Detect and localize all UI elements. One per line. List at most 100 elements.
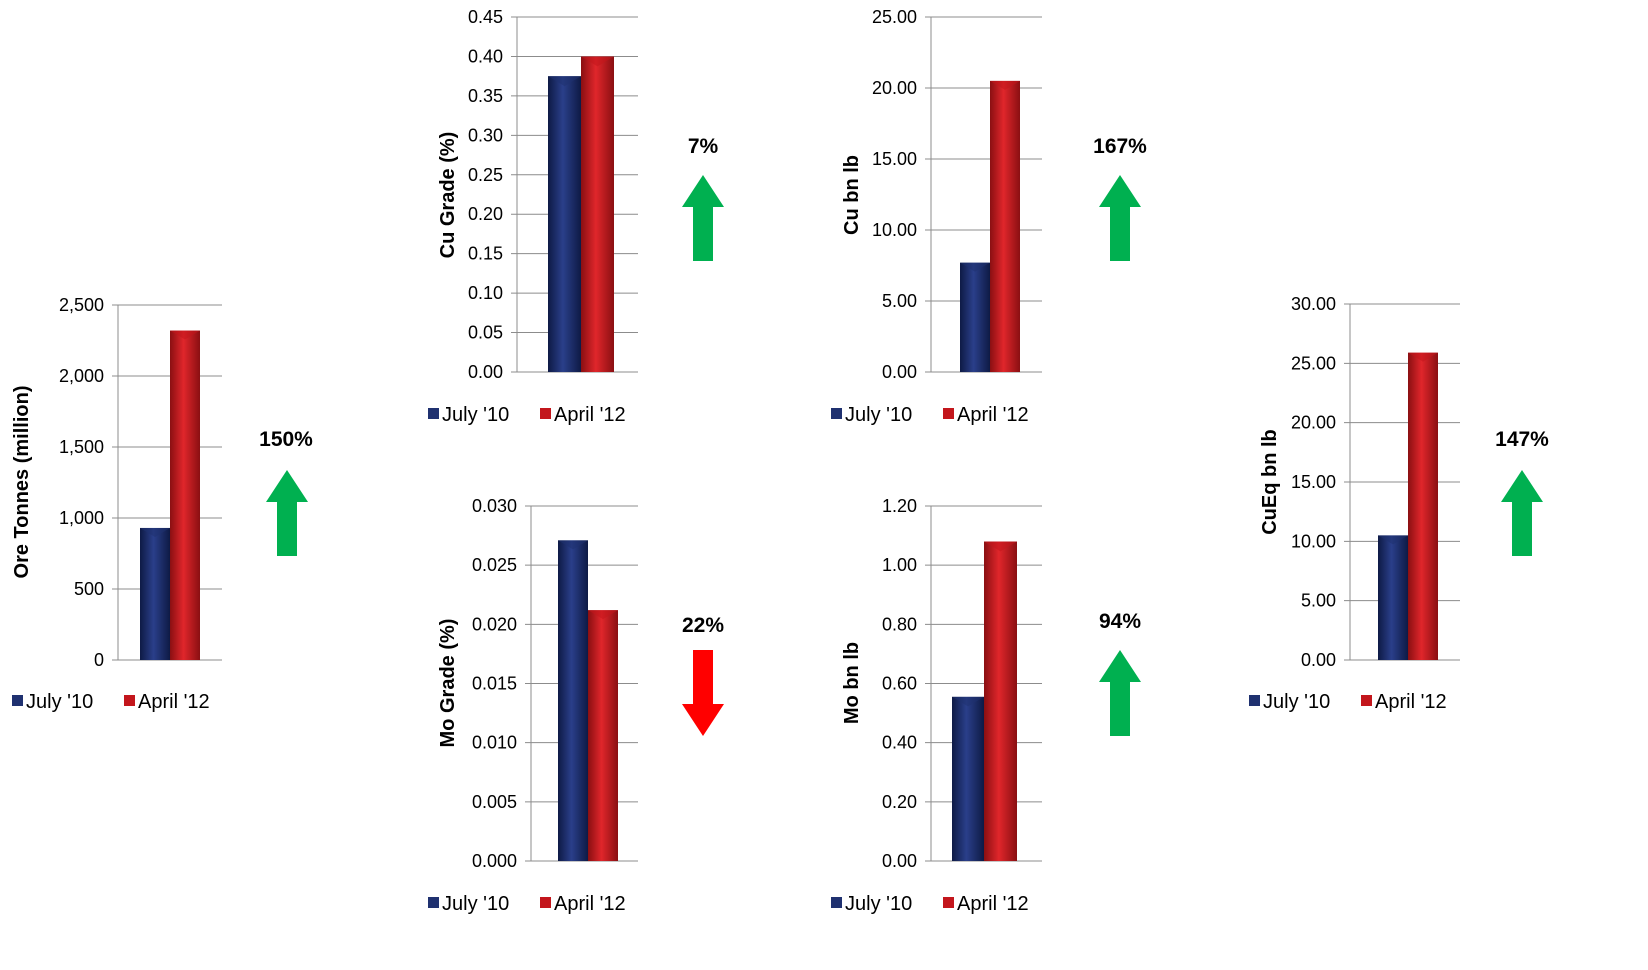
y-tick-label: 15.00 <box>872 149 917 169</box>
legend-swatch-april <box>943 897 954 908</box>
y-tick-label: 0.000 <box>472 851 517 871</box>
y-axis-label: Cu bn lb <box>841 155 863 235</box>
legend-label-april: April '12 <box>957 404 1029 426</box>
bar-top-bevel <box>170 330 200 340</box>
change-label: 22% <box>682 614 724 637</box>
change-label: 167% <box>1093 135 1147 158</box>
y-tick-label: 0.020 <box>472 614 517 634</box>
y-tick-label: 1.20 <box>882 496 917 516</box>
legend-swatch-april <box>540 897 551 908</box>
y-tick-label: 0.80 <box>882 614 917 634</box>
bar-top-bevel <box>581 56 614 67</box>
change-label: 150% <box>259 428 313 451</box>
legend-label-july: July '10 <box>845 404 912 426</box>
change-label: 94% <box>1099 610 1141 633</box>
legend-label-july: July '10 <box>845 893 912 915</box>
y-tick-label: 0.010 <box>472 733 517 753</box>
y-tick-label: 0.005 <box>472 792 517 812</box>
up-arrow-icon <box>1099 175 1141 261</box>
y-tick-label: 5.00 <box>882 291 917 311</box>
legend-swatch-july <box>428 897 439 908</box>
legend-label-april: April '12 <box>554 893 626 915</box>
legend-swatch-april <box>124 695 135 706</box>
y-tick-label: 2,000 <box>59 366 104 386</box>
legend-swatch-july <box>12 695 23 706</box>
y-tick-label: 0.030 <box>472 496 517 516</box>
change-label: 147% <box>1495 428 1549 451</box>
legend-label-april: April '12 <box>1375 691 1447 713</box>
y-axis-label: Ore Tonnes (million) <box>11 386 33 579</box>
y-tick-label: 15.00 <box>1291 472 1336 492</box>
y-tick-label: 0.10 <box>468 283 503 303</box>
bar-april-12 <box>984 541 1017 861</box>
y-tick-label: 0.00 <box>882 362 917 382</box>
y-tick-label: 0.00 <box>468 362 503 382</box>
y-tick-label: 0.60 <box>882 674 917 694</box>
y-tick-label: 0.35 <box>468 86 503 106</box>
bar-july-10 <box>960 262 990 372</box>
up-arrow-icon <box>682 175 724 261</box>
y-tick-label: 2,500 <box>59 295 104 315</box>
y-tick-label: 5.00 <box>1301 591 1336 611</box>
y-tick-label: 1,500 <box>59 437 104 457</box>
bar-july-10 <box>1378 535 1408 660</box>
bar-april-12 <box>581 56 614 372</box>
bar-top-bevel <box>1378 535 1408 545</box>
legend-label-april: April '12 <box>957 893 1029 915</box>
change-label: 7% <box>688 135 719 158</box>
bar-top-bevel <box>990 80 1020 90</box>
bar-april-12 <box>1408 352 1438 660</box>
bar-july-10 <box>952 696 984 861</box>
legend-label-july: July '10 <box>442 404 509 426</box>
y-axis-label: Mo bn lb <box>841 642 863 724</box>
chart-cubn: 0.00 5.00 10.00 15.00 20.00 25.00 Cu bn lb July… <box>831 7 1147 426</box>
bar-april-12 <box>588 610 618 861</box>
y-tick-label: 0.00 <box>1301 650 1336 670</box>
legend-label-july: July '10 <box>26 691 93 713</box>
y-tick-label: 10.00 <box>872 220 917 240</box>
up-arrow-icon <box>1501 470 1543 556</box>
bar-top-bevel <box>952 696 984 707</box>
y-tick-label: 30.00 <box>1291 294 1336 314</box>
bar-july-10 <box>548 76 581 373</box>
bar-top-bevel <box>140 527 170 537</box>
y-tick-label: 1,000 <box>59 508 104 528</box>
legend-swatch-april <box>1361 695 1372 706</box>
y-tick-label: 20.00 <box>872 78 917 98</box>
y-tick-label: 0.40 <box>882 733 917 753</box>
chart-mobn: 0.00 0.20 0.40 0.60 0.80 1.00 1.20 Mo bn lb July… <box>831 496 1141 915</box>
bar-july-10 <box>558 540 588 861</box>
bar-top-bevel <box>558 540 588 550</box>
legend-swatch-july <box>428 408 439 419</box>
y-tick-label: 25.00 <box>872 7 917 27</box>
bar-april-12 <box>990 80 1020 373</box>
legend-swatch-april <box>943 408 954 419</box>
bar-top-bevel <box>588 610 618 620</box>
y-tick-label: 1.00 <box>882 555 917 575</box>
chart-cueq: 0.00 5.00 10.00 15.00 20.00 25.00 30.00 CuEq bn… <box>1249 294 1549 713</box>
legend-swatch-july <box>1249 695 1260 706</box>
y-tick-label: 0.20 <box>882 792 917 812</box>
y-tick-label: 0.45 <box>468 7 503 27</box>
down-arrow-icon <box>682 650 724 736</box>
bar-top-bevel <box>960 262 990 272</box>
bar-april-12 <box>170 330 200 660</box>
y-tick-label: 0.025 <box>472 555 517 575</box>
y-tick-label: 0.05 <box>468 323 503 343</box>
y-tick-label: 0.25 <box>468 165 503 185</box>
y-tick-label: 20.00 <box>1291 413 1336 433</box>
up-arrow-icon <box>266 470 308 556</box>
legend-label-april: April '12 <box>554 404 626 426</box>
y-tick-label: 0.20 <box>468 204 503 224</box>
legend-swatch-july <box>831 897 842 908</box>
y-tick-label: 0.15 <box>468 244 503 264</box>
y-tick-label: 0 <box>94 650 104 670</box>
legend-label-july: July '10 <box>1263 691 1330 713</box>
y-tick-label: 0.015 <box>472 674 517 694</box>
y-tick-label: 0.00 <box>882 851 917 871</box>
y-axis-label: CuEq bn lb <box>1259 429 1281 535</box>
y-tick-label: 25.00 <box>1291 353 1336 373</box>
legend-swatch-april <box>540 408 551 419</box>
bar-july-10 <box>140 527 170 660</box>
